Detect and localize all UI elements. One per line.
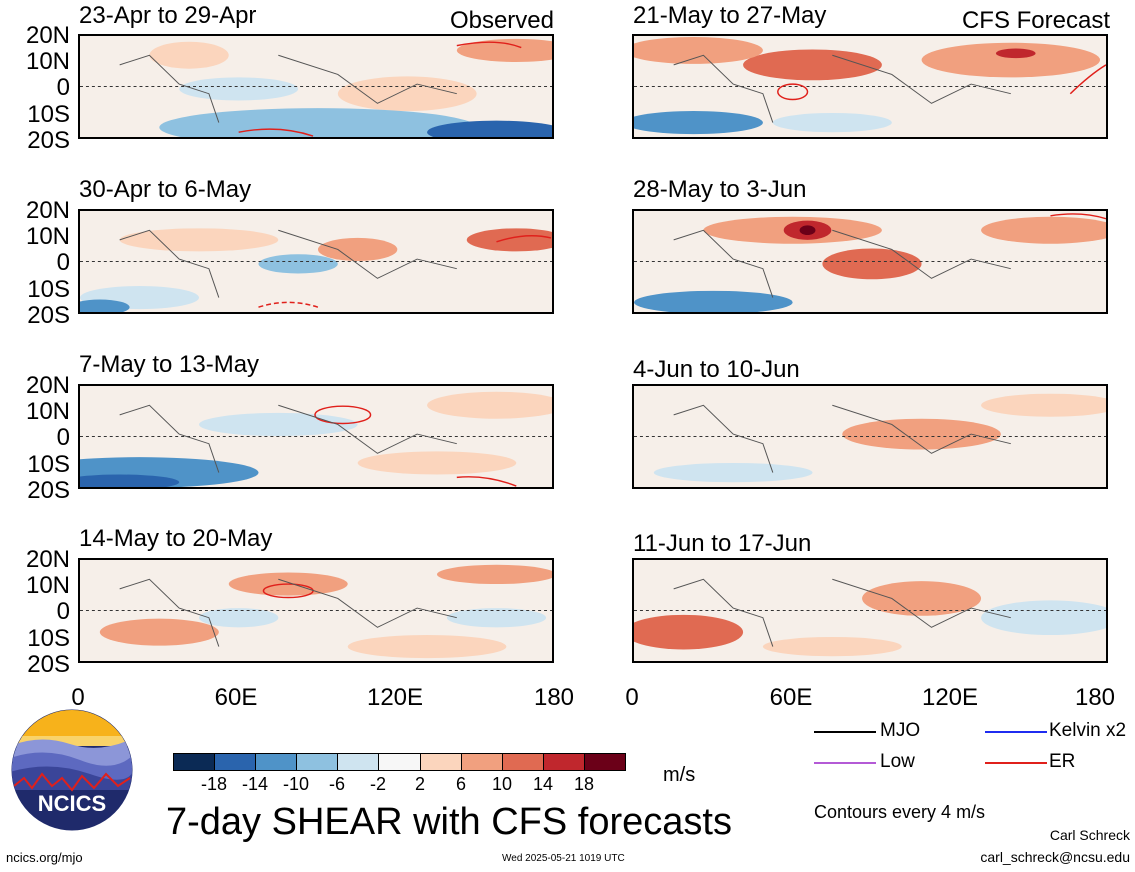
shear-map <box>78 558 554 663</box>
colorbar-cell <box>543 754 585 770</box>
colorbar-cell <box>256 754 298 770</box>
lat-label: 20S <box>27 651 70 678</box>
shear-map <box>632 34 1108 139</box>
lat-label: 10S <box>27 101 70 128</box>
shear-map <box>78 384 554 489</box>
main-title: 7-day SHEAR with CFS forecasts <box>166 801 732 843</box>
colorbar-cell <box>215 754 257 770</box>
kelvin-line-swatch <box>985 731 1047 733</box>
colorbar <box>173 753 626 771</box>
lon-label: 120E <box>366 684 424 711</box>
colorbar-cell <box>174 754 216 770</box>
shear-map <box>78 34 554 139</box>
legend-label: Kelvin x2 <box>1049 720 1127 741</box>
colorbar-cell <box>420 754 462 770</box>
lat-label: 10S <box>27 625 70 652</box>
colorbar-cell <box>297 754 339 770</box>
panel-title: 11-Jun to 17-Jun <box>633 530 812 557</box>
lon-label: 180 <box>1074 684 1116 711</box>
lat-label: 0 <box>56 598 70 625</box>
colorbar-label: 10 <box>491 774 513 794</box>
lat-label: 20N <box>25 372 70 399</box>
colorbar-cell <box>379 754 421 770</box>
footer-email: carl_schreck@ncsu.edu <box>980 849 1130 865</box>
ncics-logo: NCICS <box>10 708 134 832</box>
colorbar-label: -14 <box>241 774 268 794</box>
lat-label: 20N <box>25 546 70 573</box>
shear-map <box>632 558 1108 663</box>
lat-label: 0 <box>56 74 70 101</box>
colorbar-label: -18 <box>200 774 227 794</box>
shear-map <box>632 384 1108 489</box>
lon-label: 180 <box>533 684 575 711</box>
lat-label: 0 <box>56 249 70 276</box>
colorbar-cell <box>461 754 503 770</box>
mjo-line-swatch <box>814 731 876 733</box>
colorbar-cell <box>502 754 544 770</box>
panel-title: 7-May to 13-May <box>79 351 260 378</box>
panel-tag: Observed <box>449 7 554 34</box>
lat-label: 20S <box>27 302 70 329</box>
lat-label: 10S <box>27 276 70 303</box>
colorbar-label: -6 <box>328 774 345 794</box>
colorbar-label: -10 <box>282 774 309 794</box>
shear-map <box>78 209 554 314</box>
panel-title: 14-May to 20-May <box>79 525 273 552</box>
lat-label: 20N <box>25 197 70 224</box>
logo-text: NCICS <box>38 791 106 816</box>
colorbar-label: 6 <box>455 774 466 794</box>
colorbar-cell <box>584 754 626 770</box>
lat-label: 10N <box>25 48 70 75</box>
panel-title: 21-May to 27-May <box>633 2 827 29</box>
legend-label: MJO <box>880 720 921 741</box>
panel-title: 4-Jun to 10-Jun <box>633 356 800 383</box>
lat-label: 20N <box>25 22 70 49</box>
lon-label: 0 <box>625 684 639 711</box>
colorbar-label: 14 <box>532 774 554 794</box>
lon-label: 120E <box>921 684 979 711</box>
colorbar-label: 2 <box>414 774 425 794</box>
panel-title: 23-Apr to 29-Apr <box>79 2 257 29</box>
legend-label: Low <box>880 751 915 772</box>
lat-label: 20S <box>27 477 70 504</box>
lat-label: 10N <box>25 572 70 599</box>
contours-note: Contours every 4 m/s <box>814 802 986 822</box>
lat-label: 10N <box>25 223 70 250</box>
colorbar-cell <box>338 754 380 770</box>
colorbar-unit: m/s <box>663 764 696 786</box>
lon-label: 0 <box>71 684 85 711</box>
lat-label: 10N <box>25 398 70 425</box>
panel-title: 28-May to 3-Jun <box>633 176 807 203</box>
footer-author: Carl Schreck <box>1049 827 1130 843</box>
lon-label: 60E <box>769 684 813 711</box>
colorbar-label: -2 <box>369 774 386 794</box>
panel-tag: CFS Forecast <box>961 7 1110 34</box>
lat-label: 10S <box>27 451 70 478</box>
low-line-swatch <box>814 762 876 764</box>
footer-timestamp: Wed 2025-05-21 1019 UTC <box>502 853 625 864</box>
shear-map <box>632 209 1108 314</box>
er-line-swatch <box>985 762 1047 764</box>
lon-label: 60E <box>214 684 258 711</box>
lat-label: 0 <box>56 424 70 451</box>
lat-label: 20S <box>27 127 70 154</box>
footer-url: ncics.org/mjo <box>6 850 83 865</box>
colorbar-label: 18 <box>573 774 595 794</box>
legend-label: ER <box>1049 751 1076 772</box>
panel-title: 30-Apr to 6-May <box>79 176 252 203</box>
